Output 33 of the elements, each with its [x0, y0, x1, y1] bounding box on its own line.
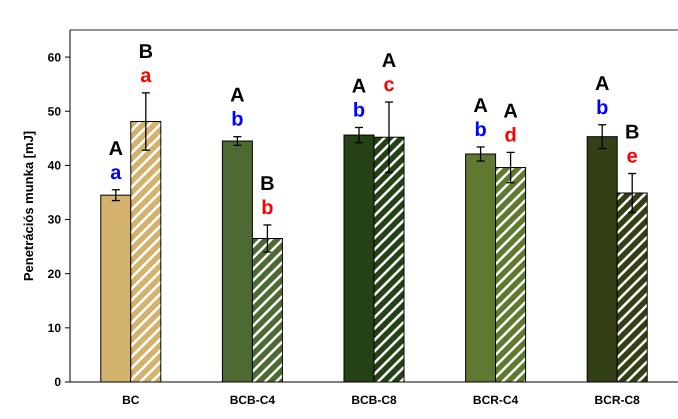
y-tick-label: 20 — [48, 266, 62, 281]
x-tick-label: BCB-C4 — [230, 393, 276, 407]
annotation: a — [110, 162, 122, 184]
y-tick-label: 30 — [48, 212, 62, 227]
annotation: A — [382, 50, 396, 72]
annotation: A — [230, 84, 245, 107]
x-tick-label: BC — [122, 393, 140, 407]
annotation: b — [231, 108, 244, 131]
annotation: d — [504, 124, 517, 146]
annotation: B — [138, 40, 154, 63]
y-tick-label: 10 — [48, 321, 62, 336]
annotation: A — [108, 138, 124, 160]
y-axis-title: Penetrációs munka [mJ] — [21, 130, 36, 282]
annotation: b — [261, 196, 274, 219]
y-tick-label: 50 — [48, 104, 62, 118]
y-tick-label: 40 — [48, 158, 62, 173]
annotation: b — [474, 118, 487, 141]
annotation: A — [503, 100, 518, 122]
annotation: A — [594, 72, 610, 95]
annotation: b — [352, 99, 366, 122]
annotation: A — [473, 94, 488, 117]
x-tick-label: BCR-C4 — [472, 393, 519, 407]
annotation: e — [626, 146, 638, 168]
x-tick-label: BCR-C8 — [594, 393, 640, 407]
annotation: a — [140, 64, 152, 87]
annotation: B — [260, 172, 275, 195]
annotation: b — [596, 96, 608, 119]
x-tick-label: BCB-C8 — [351, 393, 397, 407]
annotation: B — [624, 122, 640, 144]
y-tick-label: 60 — [48, 50, 62, 64]
annotation: c — [383, 74, 395, 96]
y-tick-label: 0 — [54, 375, 62, 390]
annotation: A — [352, 75, 366, 98]
